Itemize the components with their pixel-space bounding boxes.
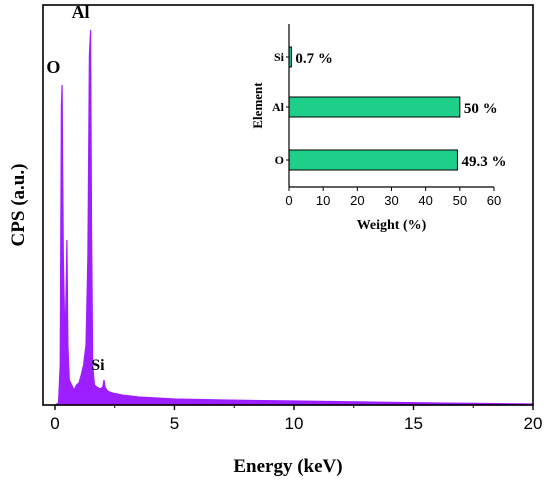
inset-bars: 49.3 % O 50 % Al 0.7 % Si xyxy=(272,46,506,171)
inset-x-tick-label: 30 xyxy=(384,193,398,208)
peak-label-o: O xyxy=(46,57,60,77)
spectrum-x-axis-label: Energy (keV) xyxy=(233,456,342,477)
spectrum-series-area xyxy=(52,29,534,406)
inset-x-tick-label: 40 xyxy=(418,193,432,208)
spectrum-x-ticks: 0 5 10 15 20 xyxy=(50,405,542,433)
inset-category-label: Si xyxy=(274,50,285,64)
spectrum-x-tick-label: 20 xyxy=(524,414,543,433)
inset-x-tick-label: 60 xyxy=(487,193,501,208)
inset-bar-value-label: 50 % xyxy=(464,101,498,117)
inset-x-tick-label: 0 xyxy=(285,193,292,208)
weight-inset-chart: 49.3 % O 50 % Al 0.7 % Si 0 10 20 30 40 50 60 Weigh… xyxy=(250,24,506,233)
spectrum-plot-frame xyxy=(42,4,534,406)
spectrum-x-tick-label: 15 xyxy=(404,414,423,433)
inset-category-label: Al xyxy=(272,100,285,114)
inset-category-label: O xyxy=(275,153,284,167)
spectrum-x-tick-label: 10 xyxy=(285,414,304,433)
inset-bar-value-label: 0.7 % xyxy=(295,51,333,67)
inset-x-axis-label: Weight (%) xyxy=(357,218,427,233)
peak-label-si: Si xyxy=(91,357,105,374)
spectrum-plot: 0 5 10 15 20 Energy (keV) CPS (a.u.) O Al Si xyxy=(8,2,542,477)
inset-bar-al xyxy=(288,96,461,118)
inset-bar-value-label: 49.3 % xyxy=(461,154,506,170)
spectrum-y-axis-label: CPS (a.u.) xyxy=(8,164,29,247)
spectrum-x-tick-label: 0 xyxy=(50,414,59,433)
inset-x-tick-label: 50 xyxy=(453,193,467,208)
inset-x-tick-label: 20 xyxy=(350,193,364,208)
peak-label-al: Al xyxy=(72,2,90,22)
inset-x-tick-label: 10 xyxy=(316,193,330,208)
inset-bar-o xyxy=(288,149,458,171)
inset-y-axis-label: Element xyxy=(250,82,265,129)
spectrum-x-tick-label: 5 xyxy=(170,414,179,433)
inset-axes: 0 10 20 30 40 50 60 xyxy=(285,24,501,208)
